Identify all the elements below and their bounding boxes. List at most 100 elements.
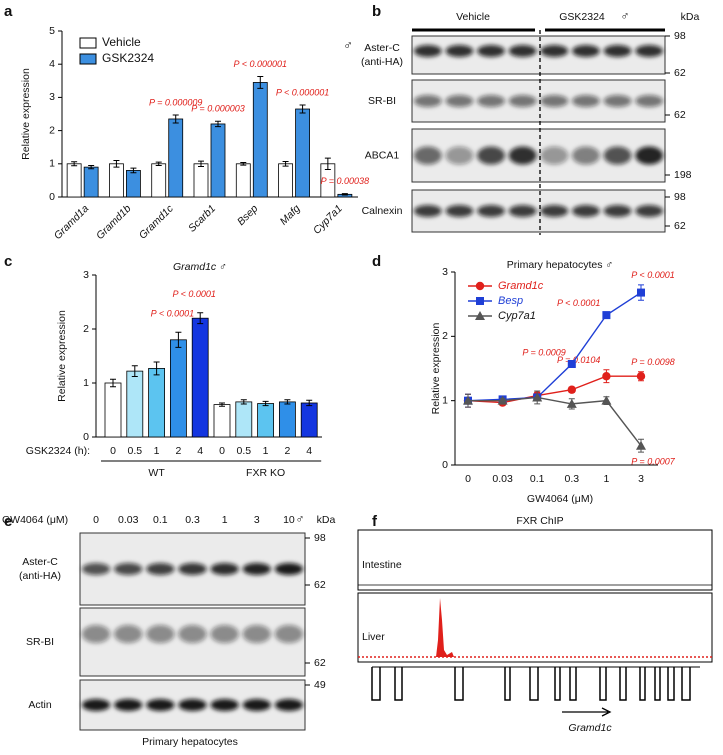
band [274,625,304,643]
x-tick-label: 0 [219,445,225,457]
x-tick-label: 2 [284,445,290,457]
band [477,95,505,107]
band [477,205,505,217]
mw-marker: 198 [674,169,692,181]
x-tick-label: 3 [638,473,644,485]
error-bar [341,193,348,196]
error-bar [155,161,162,166]
band [242,699,271,711]
band [603,205,632,217]
x-tick-label: 0.5 [236,445,251,457]
mw-marker: 62 [314,657,326,669]
band [508,45,537,57]
p-value: P = 0.0104 [557,355,600,365]
y-tick-label: 0 [442,459,448,471]
marker [636,372,646,381]
y-tick-label: 2 [442,330,448,342]
legend-label: Cyp7a1 [498,310,536,322]
x-tick-label: 0.1 [530,473,545,485]
band [508,95,537,107]
x-tick-label: Cyp7a1 [311,203,345,237]
error-bar [113,159,120,168]
y-axis-label: Relative expression [20,68,32,160]
band [635,205,664,217]
x-tick-label: 0.3 [564,473,579,485]
y-tick-label: 1 [49,158,55,170]
bar [235,163,251,198]
legend-swatch [79,53,97,65]
lane-label: 0.3 [185,514,200,526]
band [508,205,537,217]
panel-label: b [372,3,381,20]
sex-symbol: ♂ [343,37,353,52]
y-tick-label: 1 [442,394,448,406]
sex-symbol: ♂ [621,9,630,23]
group-label: WT [148,467,165,479]
y-axis-label: Relative expression [430,323,442,415]
error-bar [240,399,247,405]
marker [637,288,645,297]
marker [475,311,485,320]
band [635,146,664,165]
error-bar [131,365,138,378]
band [540,45,569,57]
p-value: P = 0.0007 [631,457,675,467]
band [413,205,442,217]
x-tick-label: Gramd1a [52,202,92,242]
y-tick-label: 3 [442,266,448,278]
band [274,699,304,711]
row-label: ABCA1 [365,149,400,161]
band [572,45,600,57]
band [114,563,143,575]
p-value: P = 0.0098 [631,357,674,367]
header: GW4064 (μM) [2,514,68,526]
band [274,563,304,575]
lane-label: 0 [93,514,99,526]
bar [148,368,166,438]
y-tick-label: 3 [83,269,89,281]
row-label: SR-BI [368,95,396,107]
band [635,95,664,107]
p-value: P < 0.000001 [276,87,329,97]
lane-label: 10 [283,514,295,526]
y-tick-label: 3 [49,91,55,103]
band [572,146,600,165]
error-bar [257,75,264,89]
band [114,625,143,643]
y-tick-label: 1 [83,377,89,389]
panel-label: e [4,513,12,530]
band [445,45,474,57]
line [468,396,642,447]
band [413,45,442,57]
x-tick-label: 1 [603,473,609,485]
bar [104,382,122,438]
track-label: Liver [362,631,385,643]
lane-label: 1 [222,514,228,526]
error-bar [299,104,306,114]
bar [169,339,187,438]
chart-title: Gramd1c ♂ [173,261,227,273]
error-bar [324,157,331,170]
band [477,45,505,57]
bar [83,166,99,198]
error-bar [153,361,160,376]
legend-label: Gramd1c [498,280,544,292]
p-value: P < 0.0001 [172,289,215,299]
p-value: P < 0.000001 [234,59,287,69]
track-box [357,529,713,591]
band [210,625,239,643]
band [146,699,175,711]
band [603,146,632,165]
y-tick-label: 2 [83,323,89,335]
sex-symbol: ♂ [296,512,305,526]
error-bar [71,161,78,167]
legend-swatch [79,37,97,49]
bar [278,163,293,198]
band [413,146,442,165]
marker [566,398,577,408]
error-bar [198,160,204,167]
x-axis-label: GW4064 (μM) [527,493,593,505]
marker [475,281,485,291]
bar [278,401,296,438]
p-value: P = 0.000009 [149,97,202,107]
